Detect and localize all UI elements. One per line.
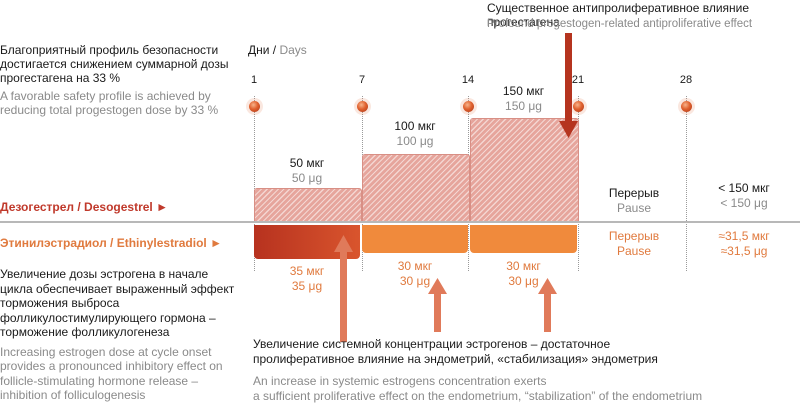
estrogen-note-ru-5: торможение фолликулогенеза bbox=[0, 325, 170, 339]
safety-note-ru-3: прогестагена на 33 % bbox=[0, 71, 121, 85]
desogestrel-dose-100: 100 мкг 100 μg bbox=[362, 119, 468, 149]
day-line-28 bbox=[686, 96, 687, 271]
arrow-up-estrogen-35 bbox=[334, 235, 353, 342]
desogestrel-pause-ru: Перерыв bbox=[608, 186, 660, 200]
day-label-14: 14 bbox=[461, 74, 475, 86]
systemic-note-ru-2: пролиферативное влияние на эндометрий, «… bbox=[253, 352, 658, 366]
safety-note: Благоприятный профиль безопасности дости… bbox=[0, 43, 240, 117]
desogestrel-dose-50: 50 мкг 50 μg bbox=[254, 156, 360, 186]
day-dot-1 bbox=[249, 101, 260, 112]
days-header-ru: Дни / bbox=[248, 43, 280, 57]
ethinylestradiol-bar-30-b bbox=[470, 225, 577, 253]
ethinylestradiol-dose-35-en: 35 μg bbox=[291, 279, 323, 293]
estrogen-note: Увеличение дозы эстрогена в начале цикла… bbox=[0, 267, 250, 403]
estrogen-note-en-1: Increasing estrogen dose at cycle onset bbox=[0, 344, 212, 359]
estrogen-note-ru-3: торможения выброса bbox=[0, 296, 120, 310]
baseline-divider bbox=[0, 221, 800, 223]
ethinylestradiol-pause-ru: Перерыв bbox=[608, 229, 660, 243]
estrogen-note-ru-2: цикла обеспечивает выраженный эффект bbox=[0, 281, 235, 296]
ethinylestradiol-dose-30-b-ru: 30 мкг bbox=[506, 259, 541, 273]
desogestrel-bar-100 bbox=[362, 154, 470, 222]
safety-note-en-2: reducing total progestogen dose by 33 % bbox=[0, 103, 219, 117]
ethinylestradiol-after-en: ≈31,5 μg bbox=[720, 244, 768, 258]
systemic-note-ru-1: Увеличение системной концентрации эстрог… bbox=[253, 337, 611, 351]
day-dot-7 bbox=[357, 101, 368, 112]
estrogen-note-en-3: follicle-stimulating hormone release – bbox=[0, 373, 199, 388]
day-dot-28 bbox=[681, 101, 692, 112]
day-label-21: 21 bbox=[571, 74, 585, 86]
top-note-ru: Существенное антипролиферативное влияние… bbox=[487, 1, 750, 29]
ethinylestradiol-pause-en: Pause bbox=[616, 244, 652, 258]
systemic-note: Увеличение системной концентрации эстрог… bbox=[253, 337, 793, 404]
day-dot-21 bbox=[573, 101, 584, 112]
desogestrel-after: < 150 мкг < 150 μg bbox=[700, 181, 788, 211]
days-header: Дни / Days bbox=[248, 43, 307, 57]
desogestrel-dose-100-en: 100 μg bbox=[396, 134, 434, 148]
desogestrel-dose-100-ru: 100 мкг bbox=[394, 119, 436, 133]
estrogen-note-ru-4: фолликулостимулирующего гормона – bbox=[0, 310, 216, 325]
ethinylestradiol-after-ru: ≈31,5 мкг bbox=[718, 229, 770, 243]
ethinylestradiol-dose-30-a: 30 мкг 30 μg bbox=[362, 259, 468, 289]
ethinylestradiol-dose-35: 35 мкг 35 μg bbox=[254, 264, 360, 294]
days-header-en: Days bbox=[279, 43, 307, 57]
day-dot-14 bbox=[463, 101, 474, 112]
estrogen-note-en-2: provides a pronounced inhibitory effect … bbox=[0, 359, 223, 373]
day-label-28: 28 bbox=[679, 74, 693, 86]
safety-note-ru-2: достигается снижением суммарной дозы bbox=[0, 57, 229, 71]
arrow-top-down bbox=[559, 33, 578, 138]
desogestrel-dose-150-ru: 150 мкг bbox=[502, 84, 545, 98]
desogestrel-after-en: < 150 μg bbox=[720, 196, 768, 210]
desogestrel-dose-50-en: 50 μg bbox=[291, 171, 323, 185]
desogestrel-bar-50 bbox=[254, 188, 362, 222]
ethinylestradiol-dose-30-b-en: 30 μg bbox=[508, 274, 539, 288]
ethinylestradiol-dose-35-ru: 35 мкг bbox=[289, 264, 325, 278]
systemic-note-en-1: An increase in systemic estrogens concen… bbox=[253, 374, 547, 388]
ethinylestradiol-pause: Перерыв Pause bbox=[590, 229, 678, 259]
ethinylestradiol-dose-30-a-ru: 30 мкг bbox=[397, 259, 433, 273]
day-line-1 bbox=[254, 96, 255, 271]
ethinylestradiol-label: Этинилэстрадиол / Ethinylestradiol ► bbox=[0, 236, 222, 250]
day-label-1: 1 bbox=[250, 74, 258, 86]
safety-note-en-1: A favorable safety profile is achieved b… bbox=[0, 89, 211, 103]
ethinylestradiol-after: ≈31,5 мкг ≈31,5 μg bbox=[700, 229, 788, 259]
desogestrel-pause: Перерыв Pause bbox=[590, 186, 678, 216]
ethinylestradiol-dose-30-a-en: 30 μg bbox=[399, 274, 431, 288]
ethinylestradiol-dose-30-b: 30 мкг 30 μg bbox=[470, 259, 577, 289]
day-label-7: 7 bbox=[358, 74, 366, 86]
estrogen-note-en-4: inhibition of folliculogenesis bbox=[0, 388, 146, 402]
desogestrel-dose-150: 150 мкг 150 μg bbox=[470, 84, 577, 114]
systemic-note-en-2: a sufficient proliferative effect on the… bbox=[253, 389, 703, 403]
desogestrel-dose-50-ru: 50 мкг bbox=[289, 156, 325, 170]
safety-note-ru-1: Благоприятный профиль безопасности bbox=[0, 43, 219, 57]
desogestrel-label: Дезогестрел / Desogestrel ► bbox=[0, 200, 168, 214]
desogestrel-pause-en: Pause bbox=[616, 201, 652, 215]
estrogen-note-ru-1: Увеличение дозы эстрогена в начале bbox=[0, 267, 209, 281]
arrow-up-estrogen-30-b bbox=[538, 278, 557, 332]
arrow-up-estrogen-30-a bbox=[428, 278, 447, 332]
desogestrel-after-ru: < 150 мкг bbox=[718, 181, 770, 195]
desogestrel-dose-150-en: 150 μg bbox=[505, 99, 542, 113]
ethinylestradiol-bar-30-a bbox=[362, 225, 468, 253]
desogestrel-bar-150 bbox=[470, 118, 579, 222]
top-note-en: Profound progestogen-related antiprolife… bbox=[487, 18, 753, 30]
